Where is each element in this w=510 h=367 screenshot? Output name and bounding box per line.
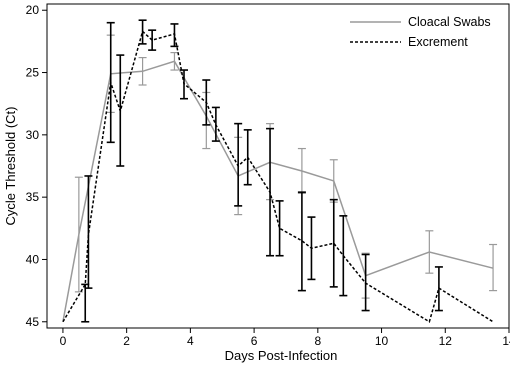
y-axis: 20 25 30 35 40 45 <box>26 3 47 329</box>
series-cloacal-swabs <box>62 34 498 322</box>
x-tick-label: 4 <box>187 334 194 348</box>
error-bar-excrement <box>329 198 338 288</box>
error-bar-excrement <box>361 253 370 312</box>
error-bar-excrement <box>266 127 275 257</box>
y-axis-label: Cycle Threshold (Ct) <box>3 107 18 226</box>
error-bar-excrement <box>84 175 93 289</box>
error-bar-cloacal-swabs <box>74 176 83 293</box>
y-tick-label: 35 <box>26 190 40 204</box>
error-bar-excrement <box>243 129 252 186</box>
error-bar-excrement <box>307 216 316 281</box>
y-tick-label: 45 <box>26 315 40 329</box>
error-bar-excrement <box>339 215 348 297</box>
y-tick-label: 25 <box>26 66 40 80</box>
error-bar-excrement <box>170 23 179 48</box>
x-tick-label: 14 <box>502 334 510 348</box>
x-axis: 0 2 4 6 8 10 12 14 <box>60 328 510 348</box>
error-bar-excrement <box>180 69 189 100</box>
x-tick-label: 8 <box>314 334 321 348</box>
plot-area <box>46 3 510 329</box>
legend-label-cloacal-swabs: Cloacal Swabs <box>408 15 491 29</box>
error-bar-cloacal-swabs <box>329 159 338 203</box>
error-bar-excrement <box>275 200 284 257</box>
y-tick-label: 40 <box>26 252 40 266</box>
error-bar-excrement <box>116 54 125 167</box>
x-tick-label: 12 <box>439 334 453 348</box>
error-bar-excrement <box>297 191 306 292</box>
error-bar-cloacal-swabs <box>489 243 498 292</box>
x-tick-label: 2 <box>123 334 130 348</box>
error-bar-excrement <box>202 79 211 126</box>
error-bar-cloacal-swabs <box>425 230 434 274</box>
series-excrement <box>62 19 494 323</box>
error-bar-cloacal-swabs <box>138 56 147 86</box>
error-bar-excrement <box>234 122 243 207</box>
series-line-excrement <box>62 30 494 323</box>
series-layer <box>62 19 498 323</box>
error-bar-excrement <box>211 106 220 142</box>
error-bar-excrement <box>434 266 443 312</box>
error-bar-excrement <box>138 19 147 45</box>
error-bar-cloacal-swabs <box>170 51 179 71</box>
x-tick-label: 10 <box>375 334 389 348</box>
y-tick-label: 30 <box>26 128 40 142</box>
legend: Cloacal Swabs Excrement <box>350 15 491 49</box>
x-tick-label: 0 <box>60 334 67 348</box>
x-tick-label: 6 <box>251 334 258 348</box>
series-line-cloacal-swabs <box>62 60 494 322</box>
error-bar-excrement <box>106 21 115 144</box>
legend-label-excrement: Excrement <box>408 35 468 49</box>
y-tick-label: 20 <box>26 3 40 17</box>
error-bar-excrement <box>148 29 157 51</box>
x-axis-label: Days Post-Infection <box>225 348 338 363</box>
